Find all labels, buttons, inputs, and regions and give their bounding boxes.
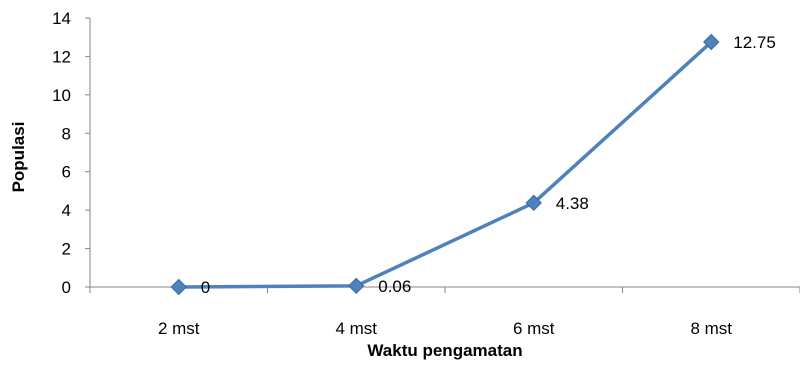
y-tick-label: 2	[62, 240, 71, 259]
y-tick-label: 14	[52, 9, 71, 28]
y-tick-label: 10	[52, 86, 71, 105]
data-point-marker	[525, 194, 542, 212]
data-point-marker	[703, 33, 720, 51]
y-tick-label: 0	[62, 278, 71, 297]
y-tick-labels: 0 2 4 6 8 10 12 14	[52, 9, 90, 297]
x-axis-title: Waktu pengamatan	[367, 341, 522, 360]
data-point-marker	[170, 278, 187, 296]
x-tick-labels: 2 mst 4 mst 6 mst 8 mst	[89, 287, 800, 338]
y-tick-label: 12	[52, 47, 71, 66]
x-tick-label: 6 mst	[513, 319, 555, 338]
x-tick-label: 2 mst	[158, 319, 200, 338]
data-point-marker	[348, 277, 365, 295]
x-tick-label: 8 mst	[690, 319, 732, 338]
y-tick-label: 8	[62, 124, 71, 143]
data-label: 0.06	[378, 277, 411, 296]
y-axis-title: Populasi	[9, 122, 28, 193]
y-axis: 0 2 4 6 8 10 12 14	[52, 9, 91, 297]
data-label: 0	[201, 278, 210, 297]
series-line	[177, 40, 713, 289]
data-label: 12.75	[733, 33, 776, 52]
series-group: 0 0.06 4.38 12.75	[170, 33, 776, 297]
x-axis: 2 mst 4 mst 6 mst 8 mst	[89, 286, 800, 338]
y-tick-label: 4	[62, 201, 71, 220]
data-label: 4.38	[556, 194, 589, 213]
y-tick-label: 6	[62, 163, 71, 182]
x-tick-label: 4 mst	[335, 319, 377, 338]
